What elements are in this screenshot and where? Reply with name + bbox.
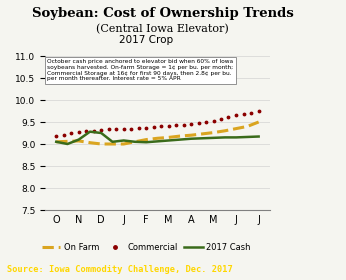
Text: (Central Iowa Elevator): (Central Iowa Elevator)	[96, 24, 229, 34]
Legend: On Farm, Commercial, 2017 Cash: On Farm, Commercial, 2017 Cash	[38, 239, 254, 255]
Text: Soybean: Cost of Ownership Trends: Soybean: Cost of Ownership Trends	[32, 7, 293, 20]
Text: October cash price anchored to elevator bid when 60% of Iowa
soybeans harvested.: October cash price anchored to elevator …	[47, 59, 233, 81]
Text: Source: Iowa Commodity Challenge, Dec. 2017: Source: Iowa Commodity Challenge, Dec. 2…	[7, 265, 233, 274]
Text: 2017 Crop: 2017 Crop	[119, 35, 173, 45]
